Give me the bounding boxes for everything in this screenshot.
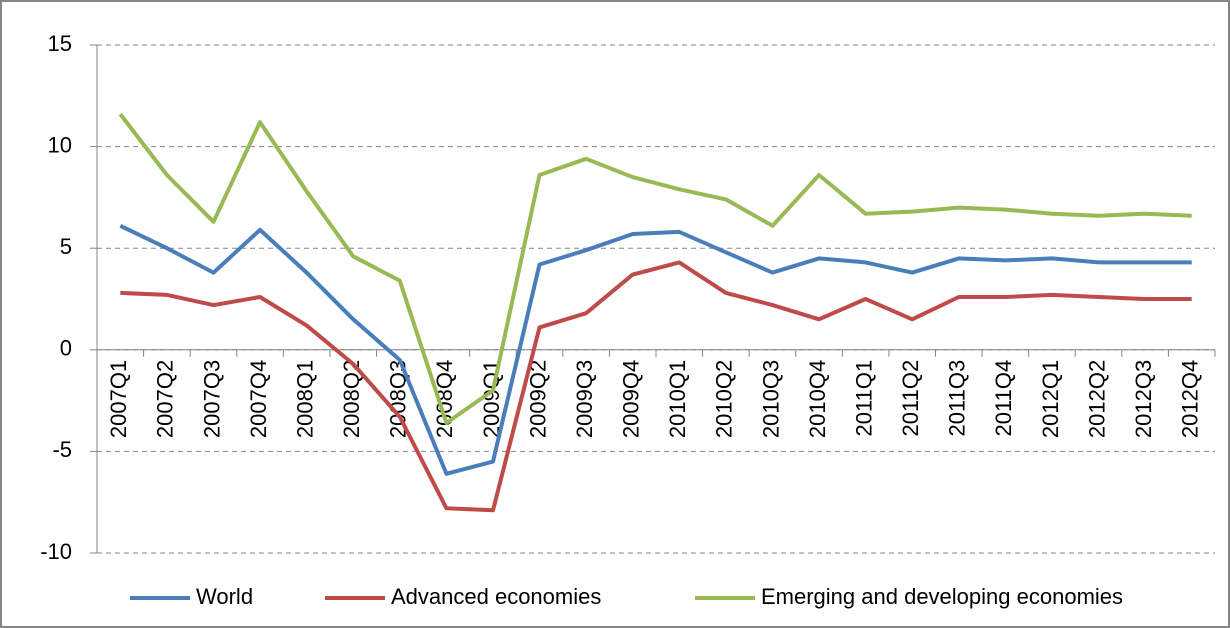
legend-label: Advanced economies [391,584,601,609]
x-tick-label: 2010Q2 [712,360,737,438]
series-line [120,260,1192,513]
x-tick-label: 2010Q1 [665,360,690,438]
x-tick-label: 2010Q4 [805,360,830,438]
x-tick-label: 2012Q1 [1038,360,1063,438]
series-line [118,112,1192,425]
legend-label: World [196,584,253,609]
y-tick-label: -10 [40,539,72,564]
x-tick-label: 2011Q4 [991,360,1016,437]
x-tick-label: 2007Q2 [153,360,178,438]
x-tick-label: 2012Q4 [1178,360,1203,438]
series-line [119,223,1192,476]
legend-label: Emerging and developing economies [761,584,1123,609]
y-tick-label: 5 [60,234,72,259]
x-tick-label: 2011Q2 [898,360,923,437]
x-tick-label: 2008Q1 [292,360,317,438]
x-tick-label: 2010Q3 [758,360,783,438]
y-tick-label: 0 [60,336,72,361]
y-tick-label: -5 [52,437,72,462]
x-tick-label: 2007Q4 [246,360,271,438]
y-tick-label: 15 [48,31,72,56]
x-tick-label: 2012Q2 [1084,360,1109,438]
x-tick-label: 2007Q3 [199,360,224,438]
x-tick-label: 2007Q1 [106,360,131,438]
x-tick-label: 2008Q4 [432,360,457,438]
x-tick-label: 2009Q4 [619,360,644,438]
x-tick-label: 2011Q3 [945,360,970,437]
x-tick-label: 2009Q3 [572,360,597,438]
x-tick-label: 2011Q1 [851,360,876,437]
x-tick-label: 2012Q3 [1131,360,1156,438]
y-tick-label: 10 [48,132,72,157]
